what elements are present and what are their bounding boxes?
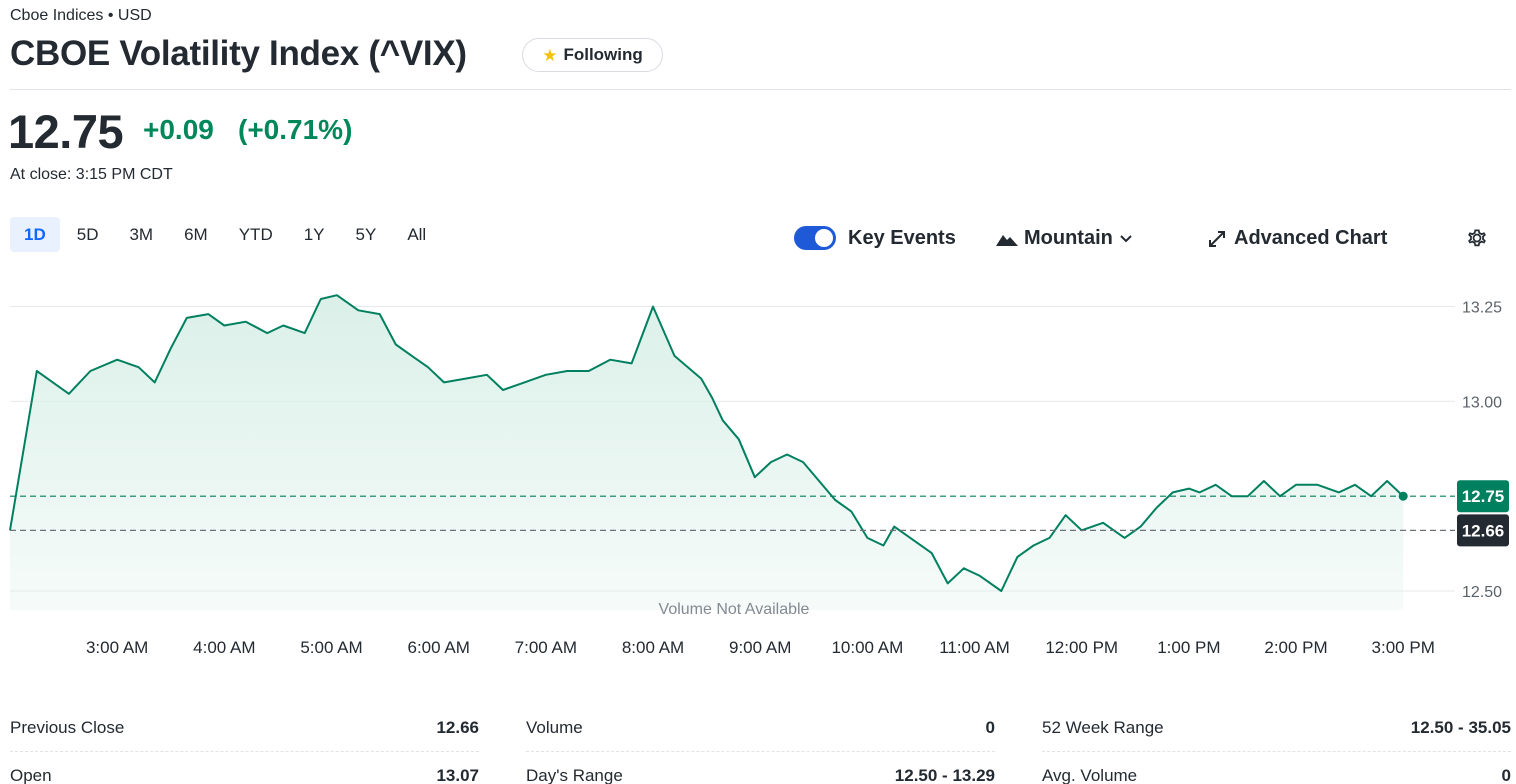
stats-column-3: 52 Week Range 12.50 - 35.05 Avg. Volume 0 — [1042, 704, 1511, 784]
page-title: CBOE Volatility Index (^VIX) — [10, 34, 467, 73]
stat-label: Avg. Volume — [1042, 765, 1138, 784]
star-icon: ★ — [542, 45, 558, 65]
gear-icon[interactable] — [1464, 225, 1490, 251]
stats-column-1: Previous Close 12.66 Open 13.07 — [10, 704, 479, 784]
range-5d[interactable]: 5D — [76, 224, 99, 244]
x-tick-label: 11:00 AM — [939, 638, 1010, 657]
last-price-dot — [1398, 491, 1408, 501]
x-tick-label: 2:00 PM — [1264, 638, 1327, 657]
advanced-chart-button[interactable]: Advanced Chart — [1207, 227, 1387, 250]
last-price-tag-label: 12.75 — [1462, 487, 1505, 506]
y-tick-label: 13.25 — [1462, 300, 1502, 317]
stat-row: Day's Range 12.50 - 13.29 — [526, 752, 995, 784]
chart-type-dropdown[interactable]: Mountain — [996, 227, 1133, 250]
exchange-label: Cboe Indices • USD — [10, 7, 152, 24]
following-label: Following — [563, 45, 643, 64]
range-ytd[interactable]: YTD — [238, 224, 273, 244]
stat-row: Avg. Volume 0 — [1042, 752, 1511, 784]
header-divider — [10, 89, 1511, 90]
price-area — [10, 295, 1404, 610]
stat-label: Open — [10, 765, 52, 784]
chevron-down-icon — [1120, 234, 1132, 242]
expand-icon — [1209, 230, 1225, 247]
stat-value: 12.50 - 13.29 — [894, 765, 995, 784]
toggle-knob — [815, 229, 833, 247]
stats-column-2: Volume 0 Day's Range 12.50 - 13.29 — [526, 704, 995, 784]
x-tick-label: 3:00 PM — [1372, 638, 1435, 657]
x-tick-label: 5:00 AM — [300, 638, 362, 657]
mountain-icon — [996, 234, 1018, 246]
stat-label: Volume — [526, 717, 583, 737]
x-tick-label: 10:00 AM — [831, 638, 903, 657]
stat-row: Previous Close 12.66 — [10, 704, 479, 752]
previous-close-tag-label: 12.66 — [1462, 521, 1505, 540]
stat-value: 12.50 - 35.05 — [1410, 717, 1511, 737]
stat-value: 0 — [1501, 765, 1511, 784]
stat-value: 12.66 — [436, 717, 479, 737]
range-1y[interactable]: 1Y — [303, 224, 325, 244]
range-5y[interactable]: 5Y — [355, 224, 377, 244]
range-all[interactable]: All — [407, 224, 427, 244]
x-tick-label: 8:00 AM — [622, 638, 684, 657]
x-tick-label: 7:00 AM — [515, 638, 577, 657]
stat-label: Day's Range — [526, 765, 623, 784]
x-tick-label: 4:00 AM — [193, 638, 255, 657]
x-tick-label: 1:00 PM — [1157, 638, 1220, 657]
stat-value: 0 — [985, 717, 995, 737]
range-selector: 1D 5D 3M 6M YTD 1Y 5Y All — [10, 217, 443, 252]
range-3m[interactable]: 3M — [129, 224, 154, 244]
stat-label: Previous Close — [10, 717, 125, 737]
last-price-tag — [1457, 480, 1509, 513]
stat-row: Volume 0 — [526, 704, 995, 752]
current-price: 12.75 — [8, 105, 124, 158]
range-6m[interactable]: 6M — [184, 224, 208, 244]
key-events-label: Key Events — [848, 227, 956, 249]
stat-row: Open 13.07 — [10, 752, 479, 784]
range-1d[interactable]: 1D — [10, 217, 60, 252]
x-tick-label: 3:00 AM — [86, 638, 148, 657]
y-tick-label: 12.50 — [1462, 584, 1502, 601]
x-tick-label: 6:00 AM — [407, 638, 469, 657]
chart-type-label: Mountain — [1024, 227, 1113, 249]
following-button[interactable]: ★ Following — [522, 38, 663, 72]
price-change-percent: (+0.71%) — [238, 114, 353, 145]
close-time: At close: 3:15 PM CDT — [10, 166, 173, 183]
price-chart[interactable]: 13.25 13.00 12.50 12.75 12.66 Volume Not Avai… — [0, 280, 1516, 670]
advanced-chart-label: Advanced Chart — [1234, 227, 1388, 249]
price-line — [9, 294, 1404, 592]
price-change: +0.09 — [143, 114, 214, 145]
y-tick-label: 13.00 — [1462, 394, 1502, 411]
x-tick-label: 12:00 PM — [1045, 638, 1118, 657]
stat-label: 52 Week Range — [1042, 717, 1164, 737]
stat-row: 52 Week Range 12.50 - 35.05 — [1042, 704, 1511, 752]
stat-value: 13.07 — [436, 765, 479, 784]
x-tick-label: 9:00 AM — [729, 638, 791, 657]
volume-note: Volume Not Available — [659, 601, 810, 618]
key-events-toggle[interactable] — [794, 226, 836, 250]
previous-close-tag — [1457, 514, 1509, 547]
